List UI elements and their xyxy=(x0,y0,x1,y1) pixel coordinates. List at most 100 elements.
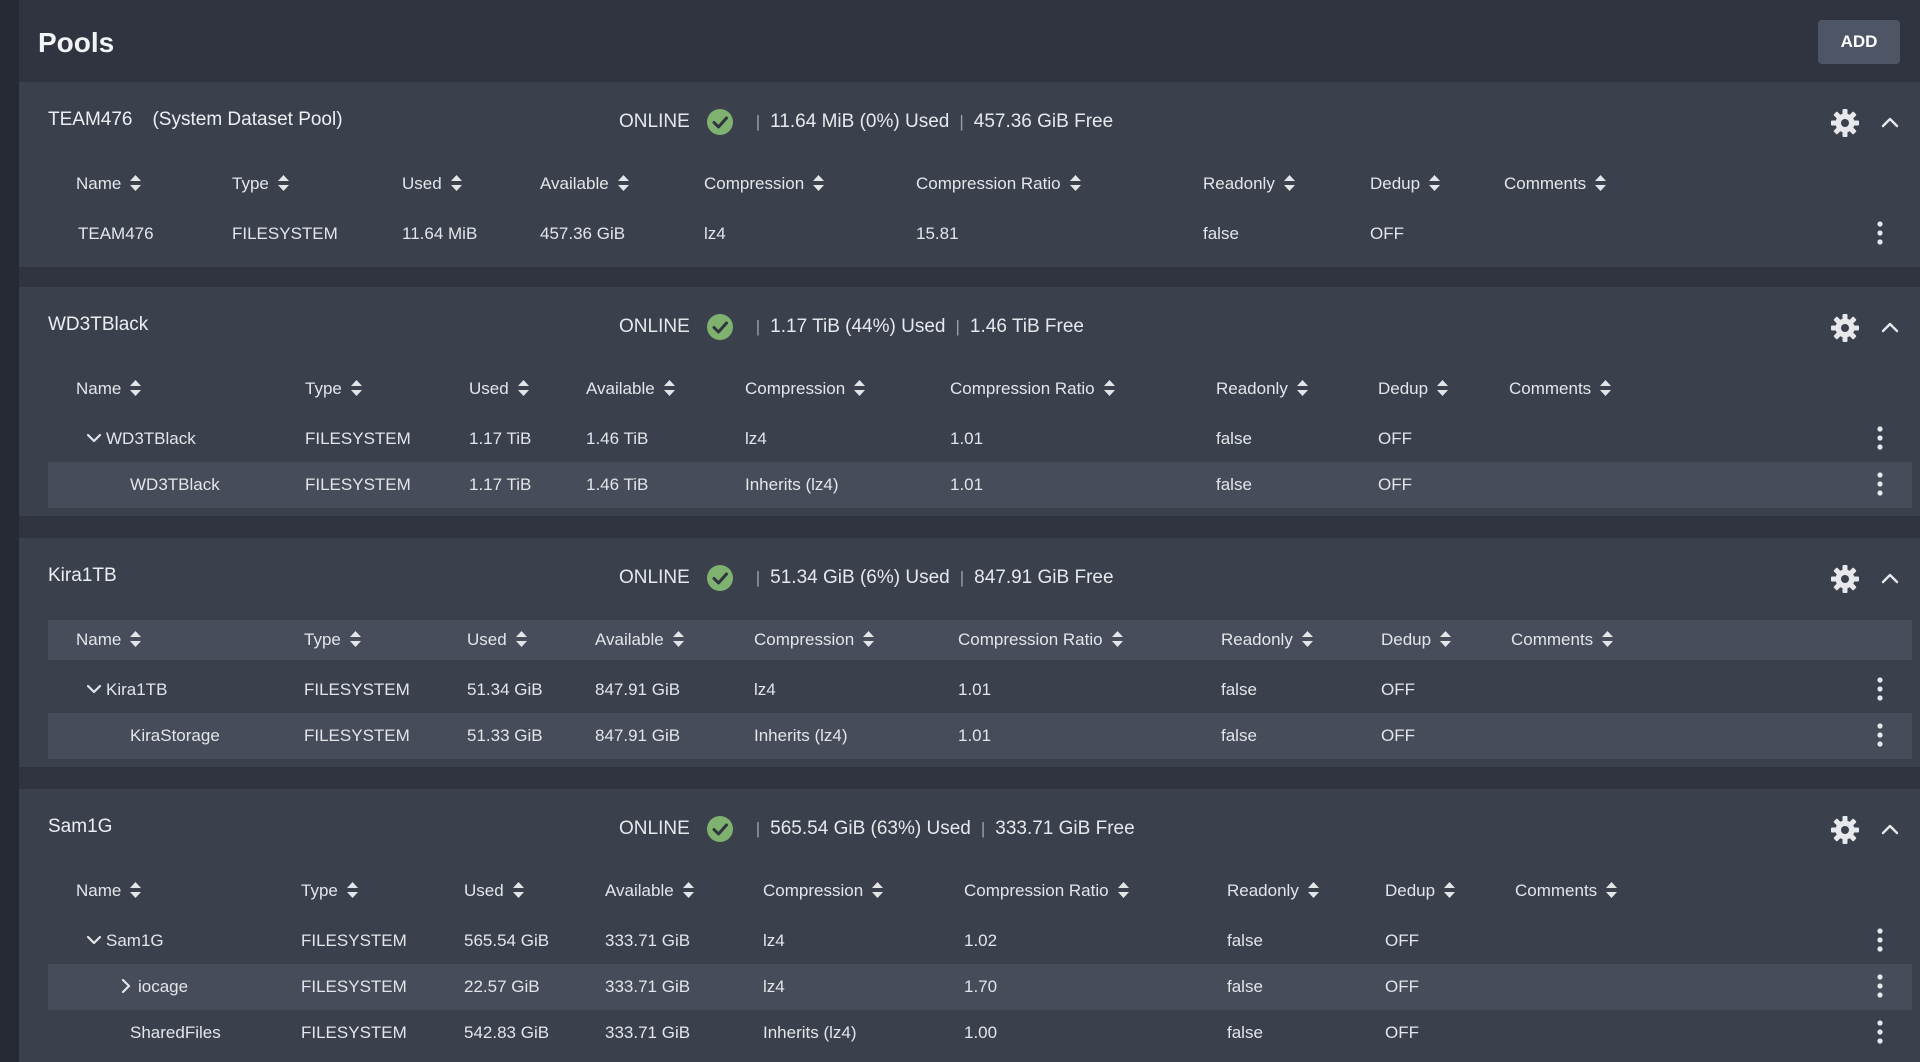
column-header-compression[interactable]: Compression xyxy=(745,369,866,409)
sort-icon[interactable] xyxy=(1111,631,1123,647)
pool-settings-gear-icon[interactable] xyxy=(1830,108,1860,138)
column-header-readonly[interactable]: Readonly xyxy=(1203,164,1295,204)
row-actions-menu-icon[interactable] xyxy=(1870,972,1890,1000)
sort-icon[interactable] xyxy=(346,882,358,898)
sort-icon[interactable] xyxy=(1602,631,1614,647)
dataset-row[interactable]: WD3TBlack FILESYSTEM 1.17 TiB 1.46 TiB lz4 1.… xyxy=(48,416,1912,462)
row-actions-menu-icon[interactable] xyxy=(1870,721,1890,749)
sort-icon[interactable] xyxy=(517,380,529,396)
column-header-comments[interactable]: Comments xyxy=(1504,164,1607,204)
expand-down-chevron-icon[interactable] xyxy=(86,932,102,948)
sort-icon[interactable] xyxy=(1444,882,1456,898)
column-header-compression[interactable]: Compression xyxy=(704,164,825,204)
pool-settings-gear-icon[interactable] xyxy=(1830,313,1860,343)
sort-icon[interactable] xyxy=(350,380,362,396)
column-header-name[interactable]: Name xyxy=(76,164,142,204)
column-header-compression-ratio[interactable]: Compression Ratio xyxy=(964,871,1129,911)
column-header-compression[interactable]: Compression xyxy=(754,620,875,660)
add-pool-button[interactable]: ADD xyxy=(1818,20,1900,64)
column-header-type[interactable]: Type xyxy=(305,369,362,409)
dataset-row[interactable]: Kira1TB FILESYSTEM 51.34 GiB 847.91 GiB lz4 1… xyxy=(48,667,1912,713)
dataset-row[interactable]: TEAM476 FILESYSTEM 11.64 MiB 457.36 GiB lz4 1… xyxy=(48,211,1912,257)
sort-icon[interactable] xyxy=(813,175,825,191)
sort-icon[interactable] xyxy=(1600,380,1612,396)
sort-icon[interactable] xyxy=(130,882,142,898)
column-header-readonly[interactable]: Readonly xyxy=(1221,620,1313,660)
sort-icon[interactable] xyxy=(130,175,142,191)
column-header-available[interactable]: Available xyxy=(595,620,684,660)
column-header-available[interactable]: Available xyxy=(586,369,675,409)
sort-icon[interactable] xyxy=(617,175,629,191)
expand-right-chevron-icon[interactable] xyxy=(118,978,134,994)
sort-icon[interactable] xyxy=(863,631,875,647)
dataset-row[interactable]: iocage FILESYSTEM 22.57 GiB 333.71 GiB lz4 1.… xyxy=(48,964,1912,1010)
column-header-comments[interactable]: Comments xyxy=(1509,369,1612,409)
column-header-used[interactable]: Used xyxy=(467,620,527,660)
sort-icon[interactable] xyxy=(1606,882,1618,898)
column-header-dedup[interactable]: Dedup xyxy=(1370,164,1441,204)
column-header-used[interactable]: Used xyxy=(464,871,524,911)
sort-icon[interactable] xyxy=(450,175,462,191)
column-header-type[interactable]: Type xyxy=(304,620,361,660)
row-actions-menu-icon[interactable] xyxy=(1870,424,1890,452)
column-header-dedup[interactable]: Dedup xyxy=(1381,620,1452,660)
column-header-available[interactable]: Available xyxy=(540,164,629,204)
collapse-chevron-icon[interactable] xyxy=(1879,567,1901,589)
sort-icon[interactable] xyxy=(1069,175,1081,191)
sort-icon[interactable] xyxy=(1301,631,1313,647)
sort-icon[interactable] xyxy=(1117,882,1129,898)
column-header-dedup[interactable]: Dedup xyxy=(1385,871,1456,911)
sort-icon[interactable] xyxy=(1595,175,1607,191)
column-header-type[interactable]: Type xyxy=(232,164,289,204)
dataset-row[interactable]: WD3TBlack FILESYSTEM 1.17 TiB 1.46 TiB Inher… xyxy=(48,462,1912,508)
sort-icon[interactable] xyxy=(854,380,866,396)
column-header-comments[interactable]: Comments xyxy=(1511,620,1614,660)
expand-down-chevron-icon[interactable] xyxy=(86,430,102,446)
column-header-available[interactable]: Available xyxy=(605,871,694,911)
column-header-dedup[interactable]: Dedup xyxy=(1378,369,1449,409)
collapse-chevron-icon[interactable] xyxy=(1879,111,1901,133)
sort-icon[interactable] xyxy=(512,882,524,898)
sort-icon[interactable] xyxy=(682,882,694,898)
dataset-row[interactable]: SharedFiles FILESYSTEM 542.83 GiB 333.71 Gi… xyxy=(48,1010,1912,1056)
column-header-readonly[interactable]: Readonly xyxy=(1227,871,1319,911)
sort-icon[interactable] xyxy=(1103,380,1115,396)
column-header-compression-ratio[interactable]: Compression Ratio xyxy=(916,164,1081,204)
collapse-chevron-icon[interactable] xyxy=(1879,818,1901,840)
column-header-readonly[interactable]: Readonly xyxy=(1216,369,1308,409)
column-header-compression-ratio[interactable]: Compression Ratio xyxy=(958,620,1123,660)
dataset-row[interactable]: KiraStorage FILESYSTEM 51.33 GiB 847.91 GiB… xyxy=(48,713,1912,759)
sort-icon[interactable] xyxy=(1307,882,1319,898)
sort-icon[interactable] xyxy=(672,631,684,647)
sort-icon[interactable] xyxy=(130,380,142,396)
row-actions-menu-icon[interactable] xyxy=(1870,675,1890,703)
sort-icon[interactable] xyxy=(1283,175,1295,191)
sort-icon[interactable] xyxy=(277,175,289,191)
sort-icon[interactable] xyxy=(1296,380,1308,396)
column-header-compression-ratio[interactable]: Compression Ratio xyxy=(950,369,1115,409)
pool-settings-gear-icon[interactable] xyxy=(1830,815,1860,845)
sort-icon[interactable] xyxy=(1437,380,1449,396)
sort-icon[interactable] xyxy=(872,882,884,898)
column-header-name[interactable]: Name xyxy=(76,620,142,660)
sort-icon[interactable] xyxy=(130,631,142,647)
row-actions-menu-icon[interactable] xyxy=(1870,219,1890,247)
expand-down-chevron-icon[interactable] xyxy=(86,681,102,697)
sort-icon[interactable] xyxy=(349,631,361,647)
row-actions-menu-icon[interactable] xyxy=(1870,926,1890,954)
column-header-compression[interactable]: Compression xyxy=(763,871,884,911)
row-actions-menu-icon[interactable] xyxy=(1870,470,1890,498)
sort-icon[interactable] xyxy=(1440,631,1452,647)
column-header-type[interactable]: Type xyxy=(301,871,358,911)
column-header-name[interactable]: Name xyxy=(76,369,142,409)
pool-settings-gear-icon[interactable] xyxy=(1830,564,1860,594)
dataset-row[interactable]: Sam1G FILESYSTEM 565.54 GiB 333.71 GiB lz4 1.… xyxy=(48,918,1912,964)
sort-icon[interactable] xyxy=(515,631,527,647)
row-actions-menu-icon[interactable] xyxy=(1870,1018,1890,1046)
sort-icon[interactable] xyxy=(1429,175,1441,191)
collapse-chevron-icon[interactable] xyxy=(1879,316,1901,338)
column-header-comments[interactable]: Comments xyxy=(1515,871,1618,911)
column-header-name[interactable]: Name xyxy=(76,871,142,911)
sort-icon[interactable] xyxy=(663,380,675,396)
column-header-used[interactable]: Used xyxy=(469,369,529,409)
